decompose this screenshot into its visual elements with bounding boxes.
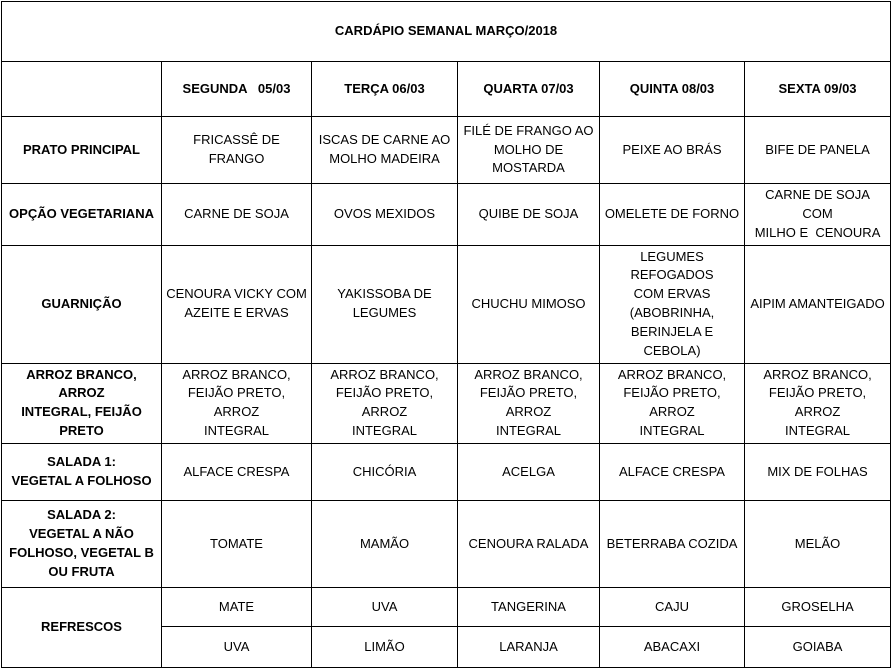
menu-cell: CAJU xyxy=(599,586,745,627)
row-label-salada-2: SALADA 2: VEGETAL A NÃO FOLHOSO, VEGETAL… xyxy=(1,499,162,588)
menu-cell: ARROZ BRANCO, FEIJÃO PRETO, ARROZ INTEGR… xyxy=(311,362,458,444)
table-row: GUARNIÇÃO CENOURA VICKY COM AZEITE E ERV… xyxy=(1,244,891,364)
table-row: SALADA 1: VEGETAL A FOLHOSO ALFACE CRESP… xyxy=(1,442,891,501)
menu-cell: CENOURA RALADA xyxy=(457,499,600,588)
menu-cell: CHUCHU MIMOSO xyxy=(457,244,600,364)
menu-cell: PEIXE AO BRÁS xyxy=(599,116,745,184)
row-label-prato-principal: PRATO PRINCIPAL xyxy=(1,116,162,184)
row-label-refrescos: REFRESCOS xyxy=(1,586,162,668)
menu-cell: GROSELHA xyxy=(743,586,891,627)
row-label-salada-1: SALADA 1: VEGETAL A FOLHOSO xyxy=(1,442,162,501)
table-row: OPÇÃO VEGETARIANA CARNE DE SOJA OVOS MEX… xyxy=(1,183,891,246)
menu-cell: BETERRABA COZIDA xyxy=(599,499,745,588)
menu-cell: YAKISSOBA DE LEGUMES xyxy=(311,244,458,364)
menu-cell: MAMÃO xyxy=(311,499,458,588)
table-title: CARDÁPIO SEMANAL MARÇO/2018 xyxy=(0,1,891,62)
table-row: REFRESCOS MATE UVA TANGERINA CAJU GROSEL… xyxy=(1,586,891,668)
menu-cell: CARNE DE SOJA COM MILHO E CENOURA xyxy=(743,183,891,246)
menu-cell: LARANJA xyxy=(457,625,600,668)
menu-cell: ACELGA xyxy=(457,442,600,501)
column-header-wednesday: QUARTA 07/03 xyxy=(457,61,600,117)
menu-cell: FILÉ DE FRANGO AO MOLHO DE MOSTARDA xyxy=(457,116,600,184)
menu-cell: ARROZ BRANCO, FEIJÃO PRETO, ARROZ INTEGR… xyxy=(599,362,745,444)
menu-cell: ARROZ BRANCO, FEIJÃO PRETO, ARROZ INTEGR… xyxy=(161,362,312,444)
menu-cell: LEGUMES REFOGADOS COM ERVAS (ABOBRINHA, … xyxy=(599,244,745,364)
menu-cell: LIMÃO xyxy=(311,625,458,668)
column-header-friday: SEXTA 09/03 xyxy=(743,61,891,117)
menu-cell: OVOS MEXIDOS xyxy=(311,183,458,246)
menu-cell: QUIBE DE SOJA xyxy=(457,183,600,246)
menu-cell: ABACAXI xyxy=(599,625,745,668)
table-row: PRATO PRINCIPAL FRICASSÊ DE FRANGO ISCAS… xyxy=(1,116,891,184)
menu-cell: FRICASSÊ DE FRANGO xyxy=(161,116,312,184)
menu-cell: OMELETE DE FORNO xyxy=(599,183,745,246)
row-label-guarnicao: GUARNIÇÃO xyxy=(1,244,162,364)
menu-cell: UVA xyxy=(311,586,458,627)
header-row: SEGUNDA 05/03 TERÇA 06/03 QUARTA 07/03 Q… xyxy=(1,61,891,117)
table-row: SALADA 2: VEGETAL A NÃO FOLHOSO, VEGETAL… xyxy=(1,499,891,588)
menu-cell: ALFACE CRESPA xyxy=(161,442,312,501)
menu-cell: CHICÓRIA xyxy=(311,442,458,501)
menu-cell: ISCAS DE CARNE AO MOLHO MADEIRA xyxy=(311,116,458,184)
title-row: CARDÁPIO SEMANAL MARÇO/2018 xyxy=(0,1,891,62)
corner-cell xyxy=(1,61,162,117)
menu-cell: BIFE DE PANELA xyxy=(743,116,891,184)
menu-cell: MATE xyxy=(161,586,312,627)
row-label-arroz-feijao: ARROZ BRANCO, ARROZ INTEGRAL, FEIJÃO PRE… xyxy=(1,362,162,444)
table-row: ARROZ BRANCO, ARROZ INTEGRAL, FEIJÃO PRE… xyxy=(1,362,891,444)
menu-cell: GOIABA xyxy=(743,625,891,668)
menu-cell: TANGERINA xyxy=(457,586,600,627)
column-header-thursday: QUINTA 08/03 xyxy=(599,61,745,117)
menu-cell: UVA xyxy=(161,625,312,668)
menu-cell: TOMATE xyxy=(161,499,312,588)
menu-cell: CENOURA VICKY COM AZEITE E ERVAS xyxy=(161,244,312,364)
menu-cell: ALFACE CRESPA xyxy=(599,442,745,501)
menu-cell: MIX DE FOLHAS xyxy=(743,442,891,501)
menu-cell: ARROZ BRANCO, FEIJÃO PRETO, ARROZ INTEGR… xyxy=(457,362,600,444)
column-header-monday: SEGUNDA 05/03 xyxy=(161,61,312,117)
row-label-opcao-vegetariana: OPÇÃO VEGETARIANA xyxy=(1,183,162,246)
column-header-tuesday: TERÇA 06/03 xyxy=(311,61,458,117)
menu-cell: CARNE DE SOJA xyxy=(161,183,312,246)
menu-cell: ARROZ BRANCO, FEIJÃO PRETO, ARROZ INTEGR… xyxy=(743,362,891,444)
menu-cell: AIPIM AMANTEIGADO xyxy=(743,244,891,364)
menu-cell: MELÃO xyxy=(743,499,891,588)
